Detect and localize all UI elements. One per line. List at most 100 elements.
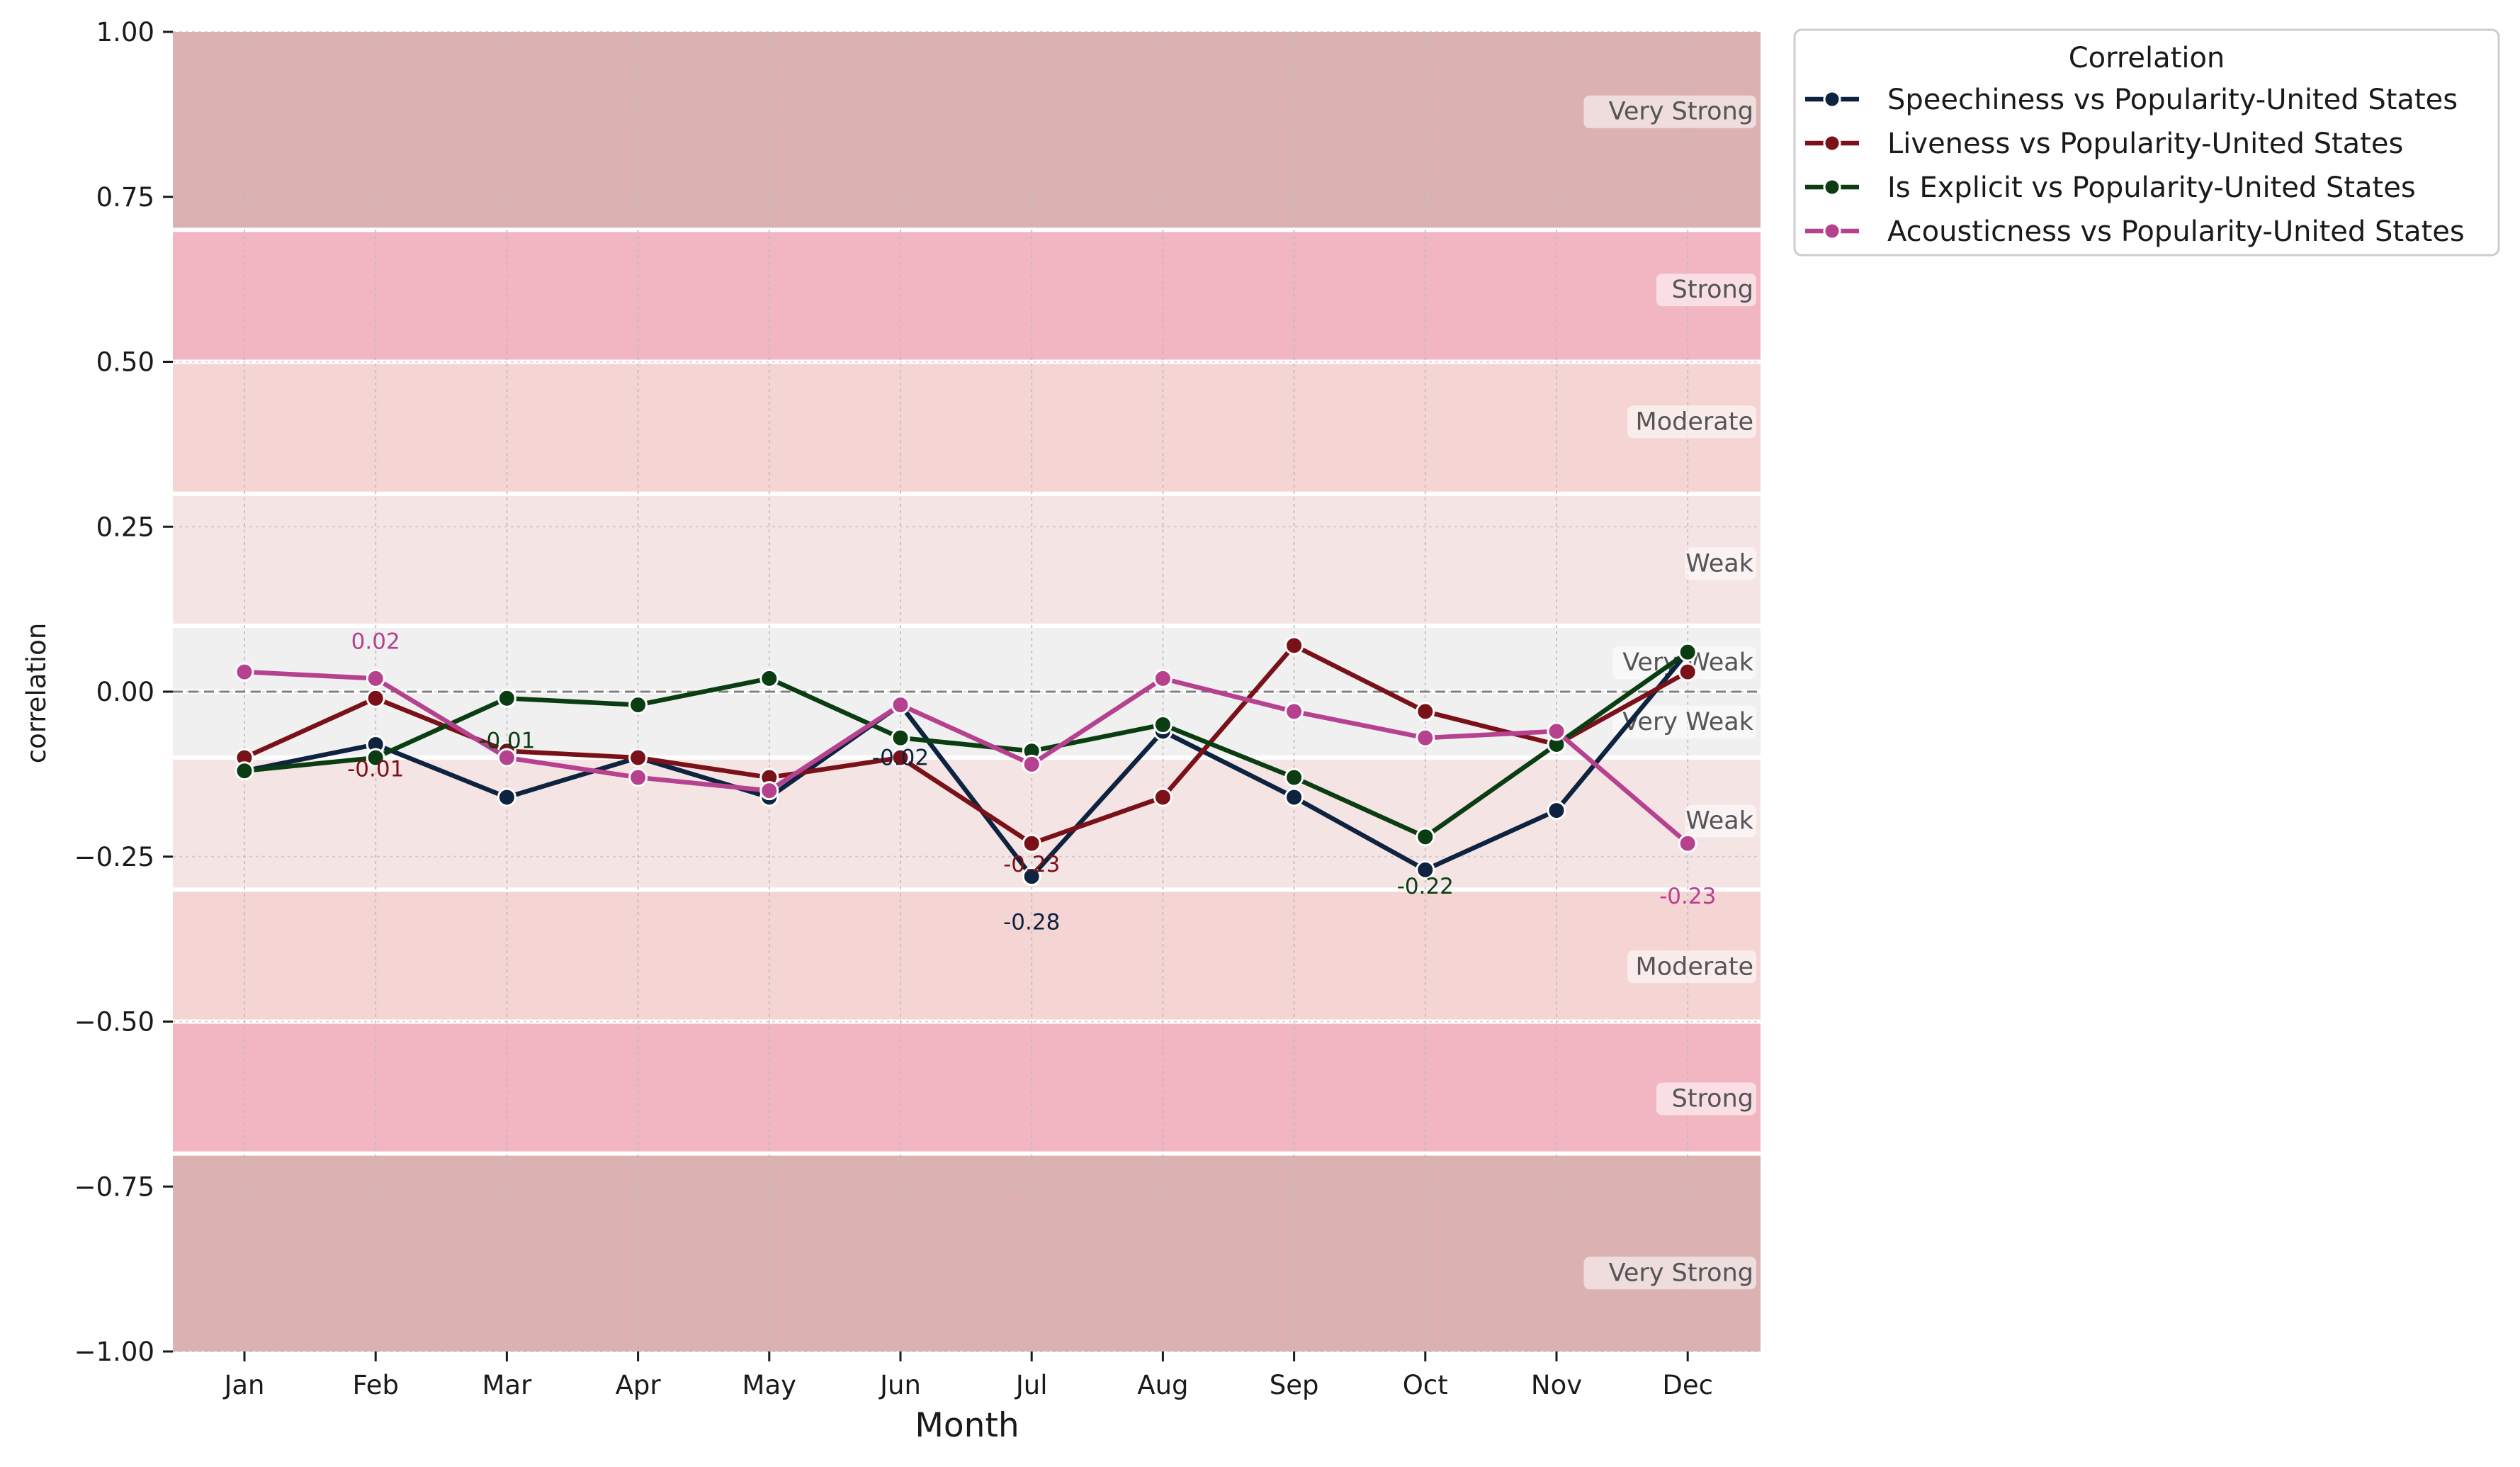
x-tick-label: Jun	[878, 1370, 921, 1400]
data-label: 0.02	[351, 629, 400, 654]
data-label: -0.23	[1003, 852, 1060, 877]
band-label-background	[1583, 1257, 1756, 1290]
data-point	[1678, 662, 1697, 682]
band-weak	[173, 495, 1761, 624]
band-strong	[173, 232, 1761, 360]
x-tick-label: Apr	[616, 1370, 662, 1400]
data-point	[1022, 833, 1041, 853]
data-point	[1547, 801, 1566, 821]
data-point	[1153, 787, 1173, 807]
data-point	[1284, 787, 1304, 807]
data-label: -0.22	[1397, 874, 1454, 899]
data-point	[1153, 715, 1173, 735]
band-very-strong	[173, 32, 1761, 228]
band-label: Moderate	[1627, 950, 1756, 984]
series-3	[235, 642, 1697, 847]
legend-entry: Liveness vs Popularity-United States	[1805, 128, 2403, 160]
data-point	[1547, 721, 1566, 741]
data-point	[1284, 768, 1304, 787]
series-2	[235, 636, 1697, 853]
band-weak	[173, 760, 1761, 888]
data-point	[1416, 860, 1435, 879]
band-label-text: Strong	[1672, 1084, 1753, 1113]
data-point	[1416, 827, 1435, 847]
band-label-background	[1685, 547, 1756, 580]
legend-swatch-marker	[1823, 178, 1841, 196]
band-label: Moderate	[1627, 405, 1756, 439]
x-tick-label: Oct	[1403, 1370, 1448, 1400]
data-point	[759, 668, 779, 688]
data-point	[891, 748, 910, 768]
legend-swatch-marker	[1823, 222, 1841, 240]
x-tick-label: Dec	[1662, 1370, 1713, 1400]
data-label: -0.02	[872, 746, 929, 771]
band-moderate	[173, 364, 1761, 492]
data-point	[1153, 668, 1173, 688]
band-moderate	[173, 892, 1761, 1020]
band-label-background	[1583, 95, 1756, 128]
x-tick-label: Sep	[1270, 1370, 1319, 1400]
data-label: -0.28	[1003, 910, 1060, 935]
band-label-text: Weak	[1685, 549, 1754, 578]
data-point	[628, 768, 648, 787]
y-tick-label: 1.00	[96, 17, 154, 47]
series-line	[244, 650, 1690, 840]
legend-label: Acousticness vs Popularity-United States	[1887, 215, 2465, 248]
band-label: Weak	[1685, 804, 1756, 838]
data-point	[235, 662, 254, 682]
legend-label: Is Explicit vs Popularity-United States	[1887, 172, 2416, 204]
legend[interactable]: Correlation Speechiness vs Popularity-Un…	[1793, 28, 2500, 257]
band-label-text: Very Strong	[1609, 98, 1753, 126]
data-point	[628, 695, 648, 715]
data-point	[366, 668, 385, 688]
band-label-background	[1627, 950, 1756, 984]
legend-entry: Speechiness vs Popularity-United States	[1805, 84, 2458, 116]
data-point	[235, 761, 254, 781]
data-point	[497, 688, 516, 708]
band-very-strong	[173, 1155, 1761, 1351]
data-point	[891, 728, 910, 748]
legend-entry: Acousticness vs Popularity-United States	[1805, 215, 2465, 248]
x-tick-label: Feb	[352, 1370, 399, 1400]
x-tick-label: Aug	[1137, 1370, 1188, 1400]
correlation-bands	[173, 32, 1761, 1351]
band-label: Strong	[1656, 1082, 1756, 1115]
legend-items: Speechiness vs Popularity-United States L…	[1805, 84, 2465, 248]
data-label: -0.01	[478, 728, 535, 753]
legend-swatch-marker	[1823, 134, 1841, 152]
band-label-background	[1656, 1082, 1756, 1115]
series-line	[244, 669, 1690, 845]
y-tick-label: 0.25	[96, 512, 154, 542]
band-label-background	[1685, 804, 1756, 838]
legend-swatch-marker	[1823, 90, 1841, 108]
band-very-weak	[173, 627, 1761, 690]
data-label: -0.23	[1659, 884, 1716, 909]
series-4	[235, 662, 1697, 853]
band-label: Very Strong	[1583, 1257, 1756, 1290]
band-label-text: Moderate	[1636, 408, 1753, 436]
data-point	[1284, 702, 1304, 721]
y-tick-label: −0.75	[74, 1171, 154, 1202]
band-label: Strong	[1656, 274, 1756, 307]
data-point	[497, 787, 516, 807]
data-point	[366, 748, 385, 768]
data-point	[1678, 642, 1697, 662]
band-label-background	[1627, 405, 1756, 439]
x-tick-label: Mar	[482, 1370, 532, 1400]
y-tick-label: −1.00	[74, 1337, 154, 1367]
series-lines	[235, 636, 1697, 887]
data-point	[497, 748, 516, 768]
legend-entry: Is Explicit vs Popularity-United States	[1805, 172, 2416, 204]
y-tick-label: 0.50	[96, 347, 154, 378]
data-labels: 0.02 -0.01 -0.01 -0.02 -0.23 -0.28 -0.22 -0.23	[347, 629, 1716, 935]
data-point	[1678, 833, 1697, 853]
data-point	[1284, 636, 1304, 656]
x-axis-title: Month	[915, 1406, 1019, 1445]
data-point	[891, 695, 910, 715]
band-label: Very Strong	[1583, 95, 1756, 128]
band-strong	[173, 1023, 1761, 1152]
band-label-background	[1612, 646, 1756, 680]
band-label-text: Very Weak	[1622, 708, 1754, 736]
y-tick-label: 0.00	[96, 677, 154, 707]
